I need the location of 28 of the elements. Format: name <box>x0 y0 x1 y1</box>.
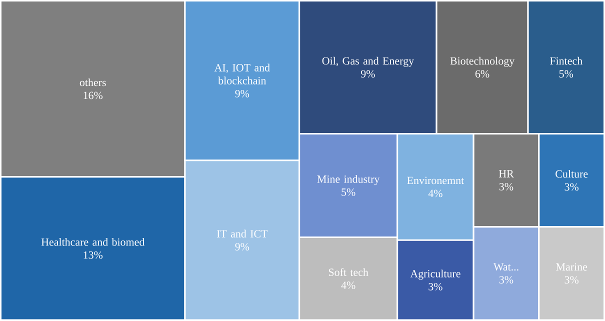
data-label: 3% <box>499 276 514 284</box>
category-label: AI, IOT and blockchain <box>214 64 270 85</box>
data-label: 5% <box>342 188 356 196</box>
category-label: Culture <box>556 170 588 178</box>
data-label: 4% <box>428 190 442 198</box>
data-label: 3% <box>499 183 514 191</box>
data-label: 9% <box>360 70 375 78</box>
data-label: 5% <box>559 70 574 78</box>
category-label: Environemnt <box>407 176 464 184</box>
category-label: Biotechnology <box>450 57 515 68</box>
data-label: 6% <box>475 70 490 78</box>
data-label: 3% <box>428 283 442 291</box>
data-label: 3% <box>564 183 579 191</box>
category-label: Soft tech <box>328 268 368 276</box>
data-label: 9% <box>235 90 250 98</box>
category-label: Healthcare and biomed <box>41 238 145 246</box>
category-label: Agriculture <box>410 270 460 280</box>
data-label: 16% <box>84 92 103 100</box>
category-label: Mine industry <box>317 175 380 186</box>
data-label: 9% <box>235 243 250 251</box>
category-label: HR <box>498 170 514 178</box>
category-label: Oil, Gas and Energy <box>322 57 414 68</box>
data-label: 13% <box>84 251 103 259</box>
category-label: IT and ICT <box>216 230 268 238</box>
data-label: 4% <box>341 282 356 290</box>
category-label: Fintech <box>550 57 582 65</box>
category-label: Wat... <box>493 263 518 271</box>
category-label: others <box>80 78 106 86</box>
